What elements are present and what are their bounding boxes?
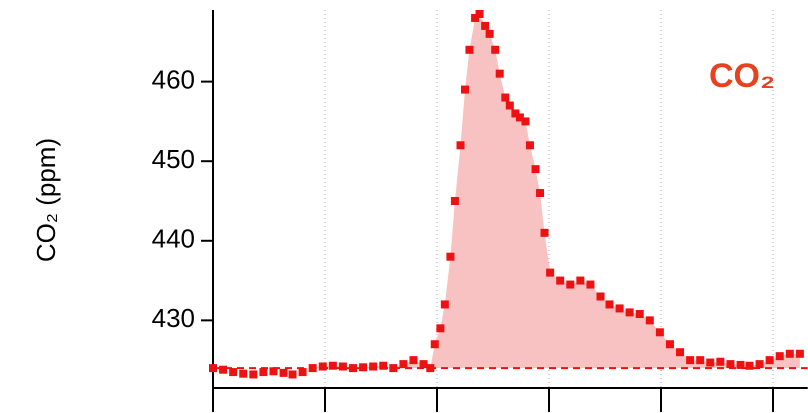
y-tick-label: 440: [152, 224, 195, 254]
point: [495, 69, 504, 78]
point: [706, 358, 715, 367]
point: [676, 348, 685, 357]
point: [369, 362, 378, 371]
point: [645, 316, 654, 325]
point: [485, 29, 494, 38]
area: [213, 13, 800, 369]
point: [501, 93, 510, 102]
point: [279, 368, 288, 377]
point: [430, 340, 439, 349]
point: [239, 369, 248, 378]
point: [308, 364, 317, 373]
point: [359, 363, 368, 372]
point: [505, 101, 514, 110]
point: [450, 196, 459, 205]
point: [726, 360, 735, 369]
point: [426, 364, 435, 373]
point: [229, 368, 238, 377]
point: [605, 300, 614, 309]
y-axis-label: CO₂ (ppm): [31, 138, 61, 262]
point: [625, 308, 634, 317]
point: [318, 362, 327, 371]
point: [481, 21, 490, 30]
point: [521, 117, 530, 126]
point: [566, 280, 575, 289]
point: [546, 268, 555, 277]
point: [596, 292, 605, 301]
point: [288, 370, 297, 379]
point: [655, 328, 664, 337]
point: [465, 45, 474, 54]
point: [440, 300, 449, 309]
point: [615, 304, 624, 313]
point: [635, 309, 644, 318]
point: [436, 324, 445, 333]
point: [531, 165, 540, 174]
point: [491, 45, 500, 54]
point: [525, 141, 534, 150]
point: [556, 276, 565, 285]
point: [328, 361, 337, 370]
point: [389, 364, 398, 373]
point: [249, 370, 258, 379]
point: [696, 356, 705, 365]
point: [419, 360, 428, 369]
y-tick-label: 430: [152, 303, 195, 333]
point: [586, 280, 595, 289]
y-tick-label: 460: [152, 64, 195, 94]
point: [536, 189, 545, 198]
annotation: CO₂: [709, 57, 775, 95]
point: [461, 85, 469, 94]
point: [209, 364, 217, 373]
point: [576, 276, 585, 285]
point: [298, 368, 307, 377]
point: [456, 141, 465, 150]
point: [338, 362, 347, 371]
point: [775, 352, 784, 361]
point: [349, 364, 357, 373]
point: [219, 365, 228, 374]
point: [399, 360, 408, 369]
point: [736, 360, 745, 369]
point: [795, 349, 804, 358]
point: [269, 367, 278, 376]
y-tick-label: 450: [152, 144, 195, 174]
point: [511, 109, 520, 118]
point: [259, 368, 268, 377]
point: [765, 356, 774, 365]
point: [471, 13, 480, 22]
point: [379, 361, 388, 370]
point: [515, 113, 524, 122]
point: [686, 356, 695, 365]
point: [446, 252, 455, 261]
point: [785, 349, 794, 358]
point: [665, 340, 674, 349]
point: [540, 228, 549, 237]
point: [716, 357, 725, 366]
point: [409, 356, 418, 365]
point: [755, 360, 764, 369]
point: [745, 361, 754, 370]
point: [475, 9, 484, 18]
